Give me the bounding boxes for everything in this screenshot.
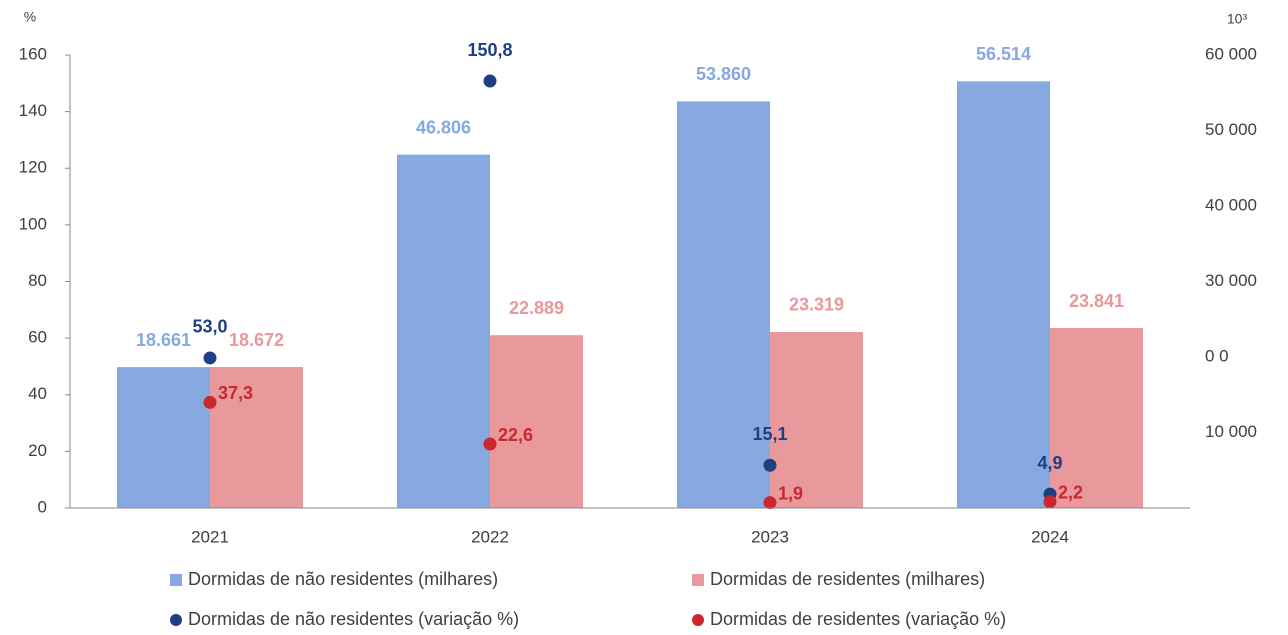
y2-tick-label: 50 000 [1205, 120, 1257, 139]
bar-label: 22.889 [509, 298, 564, 318]
legend-label: Dormidas de não residentes (milhares) [188, 569, 498, 589]
bar-label: 18.672 [229, 330, 284, 350]
legend-swatch [692, 614, 704, 626]
dot-label: 22,6 [498, 425, 533, 445]
x-tick-label: 2024 [1031, 527, 1069, 546]
dot [203, 351, 217, 365]
y2-tick-label: 30 000 [1205, 271, 1257, 290]
bar-label: 46.806 [416, 117, 471, 137]
legend-label: Dormidas de residentes (variação %) [710, 609, 1006, 629]
dot-label: 53,0 [192, 317, 227, 337]
legend-label: Dormidas de não residentes (variação %) [188, 609, 519, 629]
bar [117, 367, 210, 508]
legend-swatch [692, 574, 704, 586]
y-tick-label: 20 [28, 441, 47, 460]
y2-unit: 10³ [1227, 11, 1248, 27]
y-tick-label: 40 [28, 384, 47, 403]
dot [1043, 495, 1057, 509]
x-tick-label: 2023 [751, 527, 789, 546]
bar-label: 53.860 [696, 64, 751, 84]
dot-label: 1,9 [778, 483, 803, 503]
dot-label: 2,2 [1058, 483, 1083, 503]
y2-tick-label: 60 000 [1205, 44, 1257, 63]
legend-label: Dormidas de residentes (milhares) [710, 569, 985, 589]
bar [957, 81, 1050, 508]
bar-label: 18.661 [136, 330, 191, 350]
dot [203, 395, 217, 409]
bar [770, 331, 863, 508]
dot-label: 4,9 [1037, 453, 1062, 473]
y-tick-label: 160 [19, 44, 47, 63]
y-tick-label: 80 [28, 271, 47, 290]
bar [210, 367, 303, 508]
bar-label: 56.514 [976, 44, 1031, 64]
y2-tick-label: 0 0 [1205, 346, 1229, 365]
dot-label: 37,3 [218, 383, 253, 403]
bar-label: 23.319 [789, 295, 844, 315]
y-tick-label: 140 [19, 101, 47, 120]
bar [1050, 328, 1143, 508]
legend-swatch [170, 614, 182, 626]
y-tick-label: 60 [28, 328, 47, 347]
dot-label: 15,1 [752, 424, 787, 444]
dot [763, 458, 777, 472]
y2-tick-label: 10 000 [1205, 422, 1257, 441]
y-tick-label: 100 [19, 214, 47, 233]
dot-label: 150,8 [467, 40, 512, 60]
legend-swatch [170, 574, 182, 586]
y-unit: % [24, 9, 36, 25]
y-tick-label: 120 [19, 158, 47, 177]
dot [483, 74, 497, 88]
bar-label: 23.841 [1069, 291, 1124, 311]
y-tick-label: 0 [38, 497, 47, 516]
bar [677, 101, 770, 509]
x-tick-label: 2022 [471, 527, 509, 546]
x-tick-label: 2021 [191, 527, 229, 546]
y2-tick-label: 40 000 [1205, 195, 1257, 214]
bar [490, 335, 583, 508]
bar [397, 154, 490, 509]
dot [483, 437, 497, 451]
dot [763, 496, 777, 510]
